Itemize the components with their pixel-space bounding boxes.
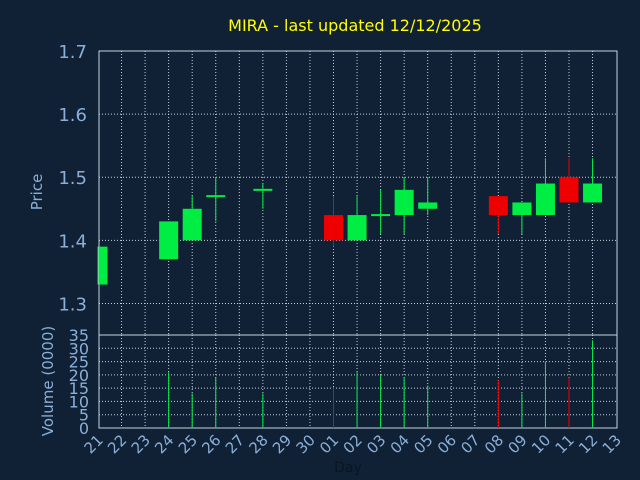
candle — [347, 196, 367, 241]
candlesticks — [97, 158, 603, 285]
x-tick-label: 07 — [457, 431, 483, 457]
candle-body — [206, 195, 226, 198]
x-tick-label: 13 — [599, 431, 625, 457]
candle — [253, 183, 273, 209]
candle-body — [394, 189, 414, 216]
candle-body — [159, 221, 179, 260]
candle-body — [371, 214, 391, 217]
volume-tick-label: 5 — [79, 406, 89, 425]
price-tick-label: 1.7 — [58, 42, 87, 63]
candle-body — [512, 202, 532, 216]
volume-panel-frame — [98, 334, 618, 429]
x-tick-label: 26 — [198, 431, 224, 457]
volume-axis-label: Volume (0000) — [39, 326, 57, 436]
candle-body — [347, 215, 367, 241]
chart-title: MIRA - last updated 12/12/2025 — [228, 16, 482, 35]
candle — [512, 202, 532, 235]
candle — [159, 221, 179, 260]
x-tick-label: 08 — [481, 431, 507, 457]
x-tick-label: 03 — [363, 431, 389, 457]
x-tick-label: 27 — [222, 431, 248, 457]
x-tick-label: 09 — [504, 431, 530, 457]
volume-tick-label: 0 — [79, 419, 89, 438]
volume-tick-label: 25 — [69, 353, 89, 372]
x-tick-label: 23 — [128, 431, 154, 457]
candle — [324, 196, 343, 247]
volume-tick-label: 15 — [69, 379, 89, 398]
x-tick-label: 25 — [175, 431, 201, 457]
candle — [97, 246, 108, 285]
volume-tick-label: 10 — [69, 392, 89, 411]
x-tick-label: 06 — [434, 431, 460, 457]
price-axis-label: Price — [28, 174, 46, 211]
candle-body — [559, 177, 579, 203]
price-tick-label: 1.5 — [58, 168, 87, 189]
x-tick-label: 10 — [528, 431, 554, 457]
x-axis-label: Day — [334, 460, 362, 476]
candle-body — [535, 183, 555, 216]
candle-body — [182, 208, 202, 241]
candle — [418, 177, 438, 216]
candle-body — [99, 246, 108, 285]
candle — [535, 158, 555, 216]
x-tick-label: 01 — [316, 431, 342, 457]
x-tick-label: 22 — [104, 431, 130, 457]
x-tick-label: 28 — [245, 431, 271, 457]
candle-body — [324, 215, 343, 241]
candle — [394, 177, 414, 235]
price-tick-label: 1.3 — [58, 294, 87, 315]
candle — [583, 158, 603, 203]
candle-body — [488, 196, 508, 216]
candle-body — [583, 183, 603, 203]
candle — [488, 196, 508, 235]
volume-grid — [98, 334, 618, 429]
x-tick-label: 24 — [151, 431, 177, 457]
volume-tick-label: 20 — [69, 366, 89, 385]
x-tick-label: 04 — [387, 431, 413, 457]
volume-tick-label: 30 — [69, 339, 89, 358]
volume-tick-label: 35 — [69, 326, 89, 345]
candle — [182, 196, 202, 241]
volume-bars — [168, 340, 594, 428]
x-tick-label: 12 — [575, 431, 601, 457]
candle-body — [253, 188, 273, 191]
price-tick-label: 1.4 — [58, 231, 87, 252]
candle — [206, 177, 226, 222]
price-tick-label: 1.6 — [58, 105, 87, 126]
x-tick-label: 02 — [340, 431, 366, 457]
candle — [559, 158, 579, 203]
x-tick-label: 30 — [293, 431, 319, 457]
x-tick-label: 05 — [410, 431, 436, 457]
candle — [371, 189, 391, 235]
x-tick-label: 29 — [269, 431, 295, 457]
candle-body — [418, 202, 438, 209]
x-tick-label: 11 — [552, 431, 578, 457]
axis-tick-labels: 1.31.41.51.61.70510152025303521222324252… — [58, 42, 625, 457]
